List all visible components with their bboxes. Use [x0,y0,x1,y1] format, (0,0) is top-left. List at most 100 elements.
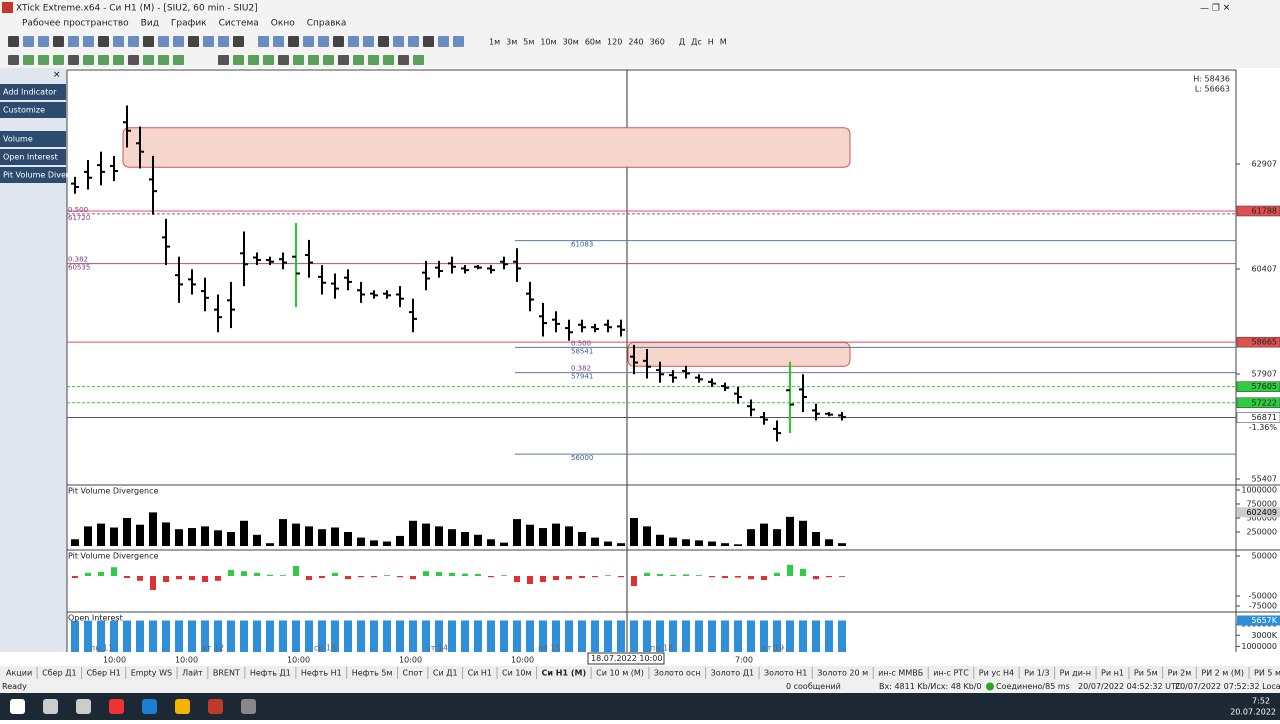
toolbar-icon[interactable] [423,36,434,47]
menu-item[interactable]: Система [219,19,259,29]
tab[interactable]: Ри 1/3 [1024,669,1049,678]
menu-item[interactable]: Рабочее пространство [22,19,129,29]
taskbar-icon[interactable] [10,699,25,714]
taskbar-icon[interactable] [109,699,124,714]
panel-button[interactable] [0,149,66,165]
panel-button[interactable] [0,84,66,100]
toolbar-icon[interactable] [263,55,274,65]
timeframe-button[interactable]: 5м [523,38,534,47]
tab[interactable]: Ри ди-н [1060,669,1091,678]
timeframe-button[interactable]: 1м [489,38,500,47]
tab[interactable]: Акции [6,669,32,678]
taskbar-icon[interactable] [241,699,256,714]
tab[interactable]: Лайт [182,669,203,678]
toolbar-icon[interactable] [53,36,64,47]
toolbar-icon[interactable] [128,55,139,65]
tab[interactable]: Ри н1 [1101,669,1124,678]
tab[interactable]: Золото осн [654,669,701,678]
toolbar-icon[interactable] [273,36,284,47]
toolbar-icon[interactable] [308,55,319,65]
timeframe-button[interactable]: Н [708,38,714,47]
timeframe-button[interactable]: Д [679,38,685,47]
tab[interactable]: Нефть 5м [352,669,393,678]
toolbar-icon[interactable] [288,36,299,47]
toolbar-icon[interactable] [453,36,464,47]
toolbar-icon[interactable] [23,36,34,47]
toolbar-icon[interactable] [378,36,389,47]
tab[interactable]: Си Д1 [433,669,458,678]
close-panel[interactable]: ✕ [53,71,61,81]
menu-item[interactable]: Окно [271,19,295,29]
toolbar-icon[interactable] [413,55,424,65]
panel-button[interactable] [0,131,66,147]
panel-button[interactable] [0,167,66,183]
taskbar-icon[interactable] [76,699,91,714]
tab[interactable]: Золото Д1 [711,669,754,678]
toolbar-icon[interactable] [113,36,124,47]
toolbar-icon[interactable] [333,36,344,47]
taskbar-icon[interactable] [43,699,58,714]
tab[interactable]: Си H1 [468,669,492,678]
toolbar-icon[interactable] [363,36,374,47]
timeframe-button[interactable]: 3м [506,38,517,47]
toolbar-icon[interactable] [53,55,64,65]
tab[interactable]: Золото 20 м [817,669,868,678]
toolbar-icon[interactable] [353,55,364,65]
window-controls[interactable]: — ❐ ✕ [1200,4,1230,14]
toolbar-icon[interactable] [188,36,199,47]
tab[interactable]: ин-с ММВБ [878,669,923,678]
tab[interactable]: Сбер Д1 [42,669,76,678]
toolbar-icon[interactable] [98,55,109,65]
tab[interactable]: Золото H1 [764,669,807,678]
toolbar-icon[interactable] [338,55,349,65]
taskbar-icon[interactable] [142,699,157,714]
toolbar-icon[interactable] [293,55,304,65]
tab[interactable]: Си H1 (M) [542,669,587,678]
tab[interactable]: Ри ус H4 [979,669,1014,678]
toolbar-icon[interactable] [408,36,419,47]
toolbar-icon[interactable] [8,55,19,65]
tab[interactable]: Сбер H1 [87,669,121,678]
tab[interactable]: Си 10м [502,669,532,678]
menu-item[interactable]: График [171,19,207,29]
tab[interactable]: РИ 2 м (M) [1201,669,1244,678]
toolbar-icon[interactable] [323,55,334,65]
toolbar-icon[interactable] [83,55,94,65]
toolbar-icon[interactable] [143,55,154,65]
toolbar-icon[interactable] [173,55,184,65]
toolbar-icon[interactable] [368,55,379,65]
toolbar-icon[interactable] [203,36,214,47]
toolbar-icon[interactable] [218,55,229,65]
toolbar-icon[interactable] [393,36,404,47]
tab[interactable]: ин-с РТС [933,669,969,678]
timeframe-button[interactable]: 30м [563,38,579,47]
tab[interactable]: Си 10 м (M) [596,669,644,678]
toolbar-icon[interactable] [38,55,49,65]
toolbar-icon[interactable] [258,36,269,47]
toolbar-icon[interactable] [68,55,79,65]
timeframe-button[interactable]: Дс [691,38,702,47]
toolbar-icon[interactable] [248,55,259,65]
tab[interactable]: BRENT [213,669,240,678]
toolbar-icon[interactable] [303,36,314,47]
toolbar-icon[interactable] [8,36,19,47]
tab[interactable]: РИ 5 м (M) [1254,669,1280,678]
tab[interactable]: Нефть Д1 [250,669,291,678]
toolbar-icon[interactable] [278,55,289,65]
toolbar-icon[interactable] [158,55,169,65]
taskbar-icon[interactable] [175,699,190,714]
tab[interactable]: Спот [403,669,424,678]
toolbar-icon[interactable] [438,36,449,47]
toolbar-icon[interactable] [398,55,409,65]
toolbar-icon[interactable] [143,36,154,47]
timeframe-button[interactable]: 240 [628,38,643,47]
toolbar-icon[interactable] [348,36,359,47]
taskbar-icon[interactable] [208,699,223,714]
toolbar-icon[interactable] [173,36,184,47]
timeframe-button[interactable]: 360 [650,38,665,47]
tab[interactable]: Нефть H1 [301,669,342,678]
timeframe-button[interactable]: М [720,38,727,47]
tab[interactable]: Ри 5м [1134,669,1158,678]
panel-button[interactable] [0,102,66,118]
toolbar-icon[interactable] [68,36,79,47]
